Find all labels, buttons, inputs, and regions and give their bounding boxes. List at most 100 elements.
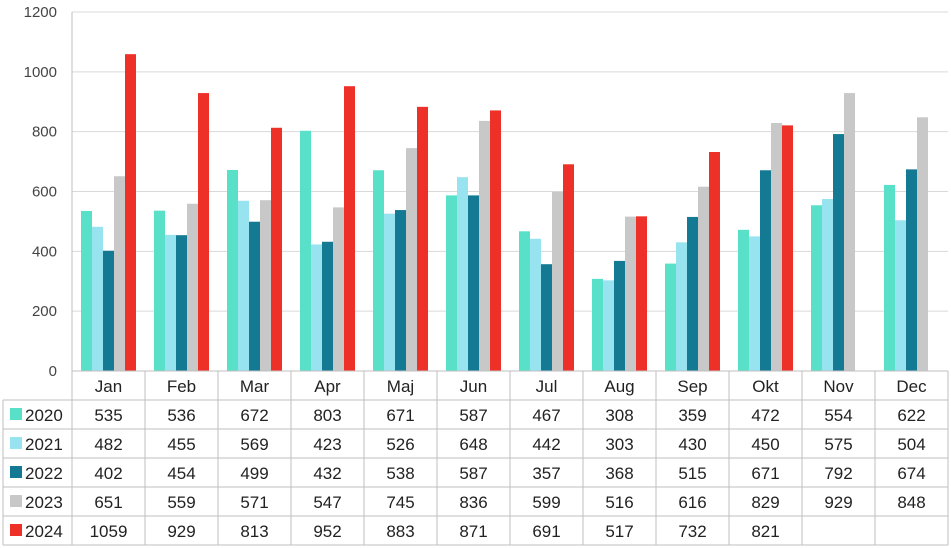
bar-2022-Aug xyxy=(614,260,625,371)
data-table-cell: 674 xyxy=(897,464,925,483)
bar-2020-Jun xyxy=(446,195,457,371)
bar-2020-Mar xyxy=(227,169,238,371)
data-table-cell: 616 xyxy=(678,493,706,512)
y-tick-label: 400 xyxy=(32,243,57,260)
bar-2021-Jan xyxy=(92,226,103,371)
data-table-cell: 357 xyxy=(532,464,560,483)
bar-2024-Apr xyxy=(344,86,355,372)
data-table-cell: 651 xyxy=(94,493,122,512)
bar-2023-Feb xyxy=(187,203,198,371)
data-table-cell: 821 xyxy=(751,522,779,541)
data-table-cell: 442 xyxy=(532,435,560,454)
data-table-cell: 526 xyxy=(386,435,414,454)
legend-swatch-2023 xyxy=(10,495,22,507)
bar-2024-Jun xyxy=(490,110,501,371)
data-table-cell: 848 xyxy=(897,493,925,512)
y-axis-ticks: 0 200 400 600 800 1000 1200 xyxy=(24,4,57,380)
bar-2023-Nov xyxy=(844,93,855,372)
data-table-cell: 368 xyxy=(605,464,633,483)
y-tick-label: 800 xyxy=(32,124,57,141)
x-tick-label: Sep xyxy=(677,377,707,396)
bar-2023-Dec xyxy=(917,117,928,371)
bar-2022-Maj xyxy=(395,210,406,371)
data-table-cell: 587 xyxy=(459,406,487,425)
data-table-cell: 517 xyxy=(605,522,633,541)
data-table-cell: 472 xyxy=(751,406,779,425)
bar-2024-Feb xyxy=(198,93,209,372)
x-tick-label: Nov xyxy=(823,377,854,396)
data-table-cell: 1059 xyxy=(90,522,128,541)
bar-2020-Apr xyxy=(300,130,311,371)
y-tick-label: 1000 xyxy=(24,64,57,81)
bar-2020-Maj xyxy=(373,170,384,371)
data-table-cell: 571 xyxy=(240,493,268,512)
y-tick-label: 0 xyxy=(49,363,57,380)
data-table-cell: 454 xyxy=(167,464,195,483)
data-table-cell: 450 xyxy=(751,435,779,454)
legend-entry: 2020 xyxy=(25,406,63,425)
data-table-cell: 691 xyxy=(532,522,560,541)
bar-2020-Okt xyxy=(738,229,749,371)
data-table-cell: 871 xyxy=(459,522,487,541)
bar-2023-Mar xyxy=(260,200,271,371)
data-table-cell: 599 xyxy=(532,493,560,512)
data-table-cell: 515 xyxy=(678,464,706,483)
bar-2020-Jul xyxy=(519,231,530,371)
bar-2022-Jan xyxy=(103,250,114,371)
bar-2021-Maj xyxy=(384,213,395,371)
y-tick-label: 200 xyxy=(32,303,57,320)
bar-2020-Dec xyxy=(884,184,895,371)
data-table-cell: 482 xyxy=(94,435,122,454)
data-table-cell: 430 xyxy=(678,435,706,454)
bar-2022-Dec xyxy=(906,169,917,371)
data-table-cell: 536 xyxy=(167,406,195,425)
data-table-cell: 648 xyxy=(459,435,487,454)
legend-entry: 2023 xyxy=(25,493,63,512)
data-table-cell: 499 xyxy=(240,464,268,483)
data-table-cell: 587 xyxy=(459,464,487,483)
legend-swatch-2024 xyxy=(10,524,22,536)
bar-2023-Jun xyxy=(479,120,490,371)
data-table: Jan Feb Mar Apr Maj Jun Jul Aug Sep Okt Nov Dec 2020… xyxy=(2,370,949,546)
bar-2023-Sep xyxy=(698,186,709,371)
x-tick-label: Feb xyxy=(167,377,196,396)
x-tick-label: Apr xyxy=(314,377,341,396)
gridlines xyxy=(71,11,948,371)
bars xyxy=(81,54,928,372)
legend-entry: 2024 xyxy=(25,522,63,541)
data-table-cell: 672 xyxy=(240,406,268,425)
bar-2022-Jun xyxy=(468,195,479,371)
bar-2020-Sep xyxy=(665,263,676,371)
data-table-cell: 467 xyxy=(532,406,560,425)
legend-swatch-2022 xyxy=(10,466,22,478)
x-tick-label: Jul xyxy=(536,377,558,396)
data-table-cell: 303 xyxy=(605,435,633,454)
data-table-cell: 575 xyxy=(824,435,852,454)
bar-2021-Sep xyxy=(676,242,687,371)
bar-2021-Feb xyxy=(165,234,176,371)
data-table-cell: 547 xyxy=(313,493,341,512)
data-table-cell: 535 xyxy=(94,406,122,425)
bar-2022-Sep xyxy=(687,216,698,371)
data-table-cell: 952 xyxy=(313,522,341,541)
bar-2024-Maj xyxy=(417,106,428,372)
bar-2021-Dec xyxy=(895,220,906,371)
data-table-cell: 504 xyxy=(897,435,925,454)
bar-2023-Jul xyxy=(552,191,563,371)
legend-entry: 2022 xyxy=(25,464,63,483)
data-table-cell: 402 xyxy=(94,464,122,483)
data-table-cell: 423 xyxy=(313,435,341,454)
bar-2021-Aug xyxy=(603,280,614,371)
bar-2024-Mar xyxy=(271,127,282,371)
bar-2020-Nov xyxy=(811,205,822,371)
bar-2024-Sep xyxy=(709,152,720,371)
bar-2022-Feb xyxy=(176,235,187,371)
data-table-cell: 883 xyxy=(386,522,414,541)
bar-2022-Okt xyxy=(760,170,771,371)
bar-2021-Apr xyxy=(311,244,322,371)
x-tick-label: Jan xyxy=(95,377,122,396)
legend-swatch-2020 xyxy=(10,408,22,420)
bar-2023-Aug xyxy=(625,216,636,371)
data-table-cell: 455 xyxy=(167,435,195,454)
